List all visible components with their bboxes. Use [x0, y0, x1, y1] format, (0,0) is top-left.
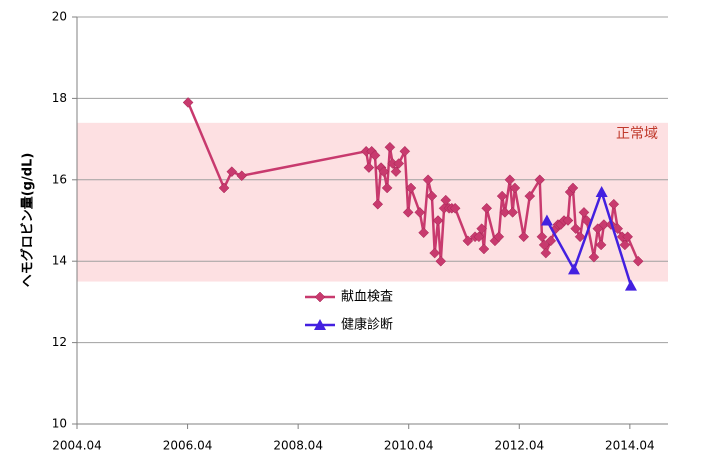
y-tick-label: 20: [52, 10, 67, 24]
marker: [426, 190, 438, 202]
marker: [236, 170, 248, 182]
marker: [562, 215, 574, 226]
marker: [399, 145, 411, 157]
marker: [595, 186, 608, 198]
x-tick-label: 2014.04: [605, 439, 655, 453]
marker: [369, 150, 381, 161]
marker: [429, 247, 441, 259]
marker: [372, 198, 384, 210]
marker: [612, 223, 624, 234]
marker: [363, 162, 375, 173]
legend-marker: [314, 319, 326, 330]
marker: [462, 235, 474, 247]
y-tick-label: 18: [52, 91, 67, 105]
marker: [509, 182, 521, 194]
marker: [449, 202, 461, 214]
marker: [478, 243, 490, 255]
marker: [619, 239, 631, 251]
marker: [595, 239, 607, 251]
marker: [567, 182, 579, 194]
marker: [384, 141, 396, 153]
marker: [540, 214, 553, 226]
x-tick-label: 2012.04: [494, 439, 544, 453]
marker: [476, 223, 488, 234]
marker: [570, 223, 582, 234]
legend-label: 献血検査: [341, 290, 393, 305]
marker: [432, 215, 444, 226]
y-tick-label: 16: [52, 172, 67, 186]
marker: [622, 231, 633, 243]
y-tick-label: 14: [52, 254, 67, 268]
y-tick-label: 10: [52, 417, 67, 431]
marker: [182, 97, 194, 108]
marker: [608, 198, 620, 210]
marker: [499, 207, 511, 218]
x-tick-label: 2008.04: [273, 439, 323, 453]
y-axis-label: ヘモグロビン量(g/dL): [20, 153, 36, 288]
marker: [481, 202, 493, 214]
marker: [218, 182, 230, 194]
marker: [435, 255, 447, 267]
marker: [518, 231, 530, 243]
marker: [588, 251, 600, 263]
marker: [624, 279, 637, 291]
marker: [540, 247, 552, 259]
marker: [473, 231, 485, 243]
marker: [422, 174, 434, 186]
marker: [390, 166, 402, 178]
marker: [578, 207, 590, 218]
marker: [581, 215, 593, 226]
marker: [598, 219, 610, 230]
marker: [405, 182, 417, 194]
marker: [440, 194, 452, 206]
marker: [568, 263, 581, 275]
x-tick-label: 2004.04: [52, 439, 102, 453]
marker: [507, 207, 519, 218]
marker: [574, 231, 586, 243]
marker: [402, 207, 414, 218]
marker: [524, 190, 536, 202]
legend-marker: [314, 291, 326, 303]
marker: [545, 235, 557, 247]
marker: [534, 174, 546, 186]
legend-label: 健康診断: [341, 317, 393, 333]
marker: [418, 227, 429, 239]
x-tick-label: 2010.04: [384, 439, 434, 453]
marker: [381, 182, 393, 194]
y-tick-label: 12: [52, 335, 67, 349]
marker: [414, 207, 426, 218]
x-tick-label: 2006.04: [163, 439, 213, 453]
marker: [504, 174, 516, 186]
marker: [493, 231, 505, 243]
marker: [393, 158, 405, 169]
series-line: [545, 188, 633, 286]
marker: [632, 255, 644, 267]
marker: [226, 166, 238, 178]
band-label: 正常域: [616, 126, 658, 142]
marker: [378, 166, 390, 178]
marker: [496, 190, 508, 202]
